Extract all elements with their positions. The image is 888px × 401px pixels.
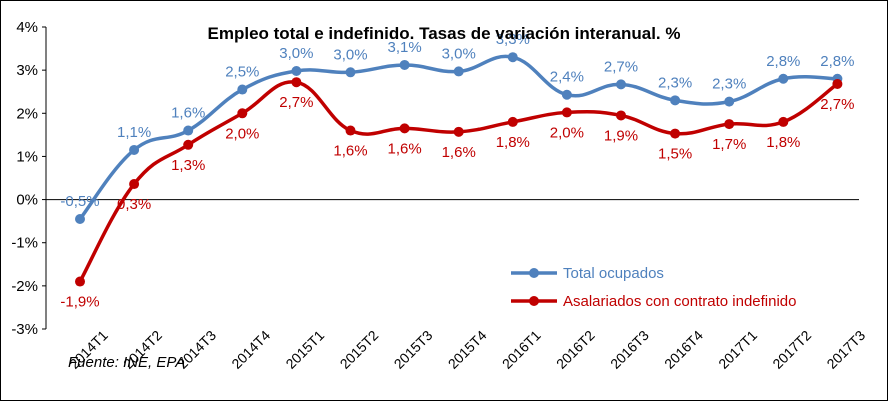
y-tick-label: -1% xyxy=(11,235,38,252)
data-label: 1,6% xyxy=(333,143,367,160)
y-tick-label: 2% xyxy=(16,105,38,122)
legend-swatch-marker xyxy=(529,268,539,278)
data-point xyxy=(291,66,302,77)
data-label: 1,6% xyxy=(387,140,421,157)
data-point xyxy=(453,126,464,137)
x-tick-label: 2016T2 xyxy=(553,327,598,372)
data-label: 3,0% xyxy=(442,45,476,62)
data-point xyxy=(129,144,140,155)
y-tick-labels: 4% 3% 2% 1% 0% -1% -2% -3% xyxy=(11,19,46,338)
data-point xyxy=(616,110,626,121)
data-label: 1,6% xyxy=(171,105,205,122)
y-tick-label: 1% xyxy=(16,148,38,165)
x-tick-label: 2017T2 xyxy=(769,327,814,372)
data-point xyxy=(237,84,248,95)
legend: Total ocupados Asalariados con contrato i… xyxy=(511,265,796,310)
data-point xyxy=(561,107,572,118)
data-point xyxy=(616,79,626,90)
data-label: -1,9% xyxy=(60,294,99,311)
data-point xyxy=(75,213,85,224)
data-point xyxy=(345,125,356,136)
data-point xyxy=(75,276,85,287)
data-label: 1,5% xyxy=(658,146,692,163)
data-label: 2,8% xyxy=(820,53,854,70)
x-tick-label: 2016T1 xyxy=(499,327,544,372)
legend-label: Asalariados con contrato indefinido xyxy=(563,293,796,310)
y-tick-label: -2% xyxy=(11,278,38,295)
data-point xyxy=(345,67,356,78)
x-tick-label: 2015T2 xyxy=(337,327,382,372)
data-label: 3,3% xyxy=(496,31,530,48)
data-point xyxy=(778,73,789,84)
data-point xyxy=(561,89,572,100)
data-label: 2,7% xyxy=(279,94,313,111)
data-label: 2,7% xyxy=(604,58,638,75)
x-tick-labels: 2014T1 2014T2 2014T3 2014T4 2015T1 2015T2 2015… xyxy=(66,327,868,372)
y-tick-label: 3% xyxy=(16,62,38,79)
data-label: 2,0% xyxy=(225,125,259,142)
data-label: 3,1% xyxy=(387,39,421,56)
data-point xyxy=(724,96,735,107)
data-point xyxy=(832,78,843,89)
x-tick-label: 2014T4 xyxy=(228,327,273,372)
data-label: 2,0% xyxy=(550,124,584,141)
data-point xyxy=(778,116,789,127)
series-2: -1,9% 0,3% 1,3% 2,0% 2,7% 1,6% 1,6% 1,6% 1,8% 2,0… xyxy=(60,77,855,311)
data-point xyxy=(129,179,140,190)
data-label: 0,3% xyxy=(117,196,151,213)
data-label: 1,7% xyxy=(712,136,746,153)
data-point xyxy=(291,77,302,88)
y-tick-label: 4% xyxy=(16,19,38,36)
data-point xyxy=(399,59,410,70)
x-tick-label: 2016T3 xyxy=(607,327,652,372)
data-label: 1,1% xyxy=(117,124,151,141)
legend-swatch-marker xyxy=(529,296,539,306)
data-label: 2,7% xyxy=(820,96,854,113)
data-point xyxy=(670,128,681,139)
data-label: 2,3% xyxy=(658,74,692,91)
series-group: -0,5% 1,1% 1,6% 2,5% 3,0% 3,0% 3,1% 3,0% 3,3% 2,4… xyxy=(60,31,854,310)
chart-title: Empleo total e indefinido. Tasas de vari… xyxy=(208,24,681,43)
series-1: -0,5% 1,1% 1,6% 2,5% 3,0% 3,0% 3,1% 3,0% 3,3% 2,4… xyxy=(60,31,855,224)
source-note: Fuente: INE, EPA xyxy=(68,354,185,371)
data-label: 3,0% xyxy=(333,46,367,63)
x-tick-label: 2015T4 xyxy=(445,327,490,372)
data-label: 1,8% xyxy=(496,134,530,151)
data-label: 1,9% xyxy=(604,127,638,144)
data-label: 1,8% xyxy=(766,134,800,151)
data-point xyxy=(507,52,518,63)
data-point xyxy=(670,95,681,106)
data-point xyxy=(183,139,194,150)
data-label: 2,3% xyxy=(712,76,746,93)
y-tick-label: -3% xyxy=(11,321,38,338)
data-point xyxy=(724,119,735,130)
y-tick-label: 0% xyxy=(16,192,38,209)
x-tick-label: 2015T3 xyxy=(391,327,436,372)
data-point xyxy=(399,123,410,134)
x-tick-label: 2015T1 xyxy=(282,327,327,372)
data-label: 3,0% xyxy=(279,45,313,62)
data-point xyxy=(183,125,194,136)
data-point xyxy=(237,108,248,119)
legend-label: Total ocupados xyxy=(563,265,664,282)
data-label: 2,8% xyxy=(766,53,800,70)
x-tick-label: 2016T4 xyxy=(661,327,706,372)
data-label: 1,3% xyxy=(171,157,205,174)
x-tick-label: 2017T3 xyxy=(823,327,868,372)
data-label: 2,5% xyxy=(225,64,259,81)
data-point xyxy=(507,116,518,127)
data-label: 2,4% xyxy=(550,69,584,86)
x-tick-label: 2017T1 xyxy=(715,327,760,372)
data-point xyxy=(453,66,464,77)
data-label: 1,6% xyxy=(442,144,476,161)
data-label: -0,5% xyxy=(60,193,99,210)
